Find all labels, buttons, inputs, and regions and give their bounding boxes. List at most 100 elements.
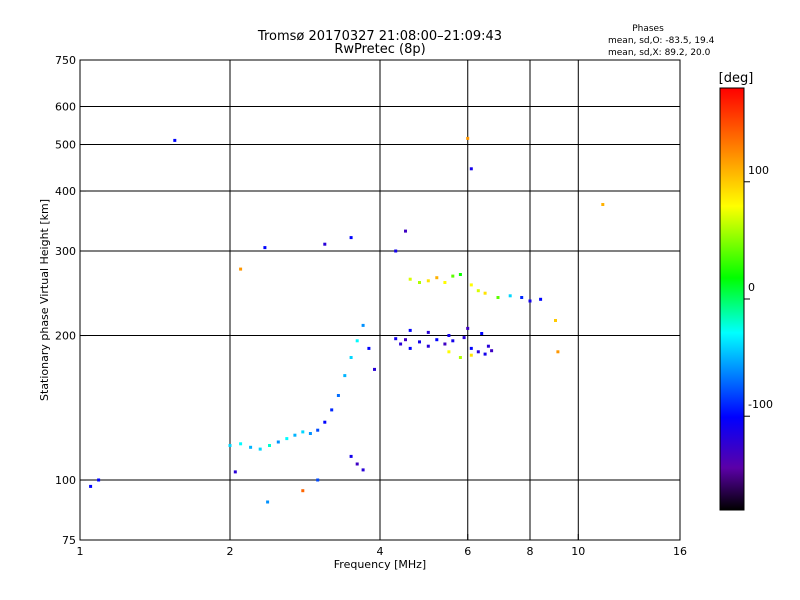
echo-point [466, 136, 470, 140]
y-tick-label: 750 [55, 54, 76, 67]
y-tick-label: 500 [55, 139, 76, 152]
echo-point [361, 323, 365, 327]
echo-point [469, 167, 473, 171]
x-tick-label: 4 [377, 545, 384, 558]
echo-point [361, 468, 365, 472]
echo-point [447, 334, 451, 337]
y-tick-label: 600 [55, 101, 76, 114]
echo-point [469, 346, 473, 350]
echo-point [266, 500, 270, 504]
points-layer [89, 136, 605, 504]
echo-point [239, 442, 243, 446]
echo-point [539, 297, 543, 301]
echo-point [323, 420, 327, 424]
echo-point [276, 440, 280, 444]
x-tick-label: 10 [571, 545, 585, 558]
colorbar-tick-label: 0 [748, 281, 755, 294]
echo-point [394, 249, 398, 253]
ticks-layer: 1 2 4 6 8 10 16 75 100 200 300 400 500 600 750 [55, 54, 687, 558]
echo-point [508, 294, 512, 298]
echo-point [601, 203, 605, 206]
echo-point [97, 478, 101, 482]
echo-point [399, 342, 403, 346]
echo-point [443, 281, 447, 284]
echo-point [394, 337, 398, 341]
echo-point [373, 367, 376, 371]
echo-point [476, 350, 480, 354]
echo-point [308, 432, 312, 435]
echo-point [355, 462, 359, 466]
echo-point [349, 236, 353, 240]
echo-point [435, 276, 439, 280]
echo-point [408, 277, 412, 281]
echo-point [443, 342, 447, 346]
echo-point [330, 408, 334, 412]
y-tick-label: 200 [55, 330, 76, 343]
echo-point [520, 296, 524, 299]
x-axis-label: Frequency [MHz] [334, 558, 426, 571]
stats-heading: Phases [632, 24, 664, 34]
echo-point [239, 267, 243, 271]
y-tick-label: 100 [55, 474, 76, 487]
grid-layer [80, 60, 680, 540]
echo-point [249, 445, 253, 449]
echo-point [528, 299, 532, 303]
chart-title: Tromsø 20170327 21:08:00–21:09:43 [257, 29, 502, 44]
echo-point [263, 246, 267, 250]
echo-point [367, 346, 371, 350]
colorbar-ticks: 100 0 -100 [744, 164, 773, 417]
echo-point [435, 338, 439, 342]
x-tick-label: 16 [673, 545, 687, 558]
echo-point [343, 374, 347, 378]
echo-point [483, 352, 487, 356]
chart-subtitle: RwPretec (8p) [334, 42, 425, 57]
echo-point [355, 339, 359, 343]
x-tick-label: 1 [77, 545, 84, 558]
echo-point [258, 447, 262, 451]
echo-point [466, 326, 470, 330]
stats-line-x: mean, sd,X: 89.2, 20.0 [608, 48, 711, 58]
echo-point [458, 273, 462, 276]
echo-point [408, 328, 412, 332]
x-tick-label: 2 [227, 545, 234, 558]
echo-point [426, 279, 430, 283]
y-tick-label: 300 [55, 245, 76, 258]
echo-point [426, 330, 430, 334]
echo-point [301, 489, 305, 493]
echo-point [469, 353, 473, 357]
echo-point [462, 336, 466, 340]
echo-point [451, 274, 455, 278]
echo-point [228, 444, 232, 447]
echo-point [418, 340, 421, 344]
echo-point [486, 344, 490, 348]
echo-point [349, 454, 353, 458]
echo-point [426, 344, 430, 348]
echo-point [496, 296, 500, 299]
echo-point [490, 349, 494, 353]
echo-point [89, 484, 93, 488]
echo-point [556, 350, 560, 354]
y-axis-label: Stationary phase Virtual Height [km] [38, 199, 51, 401]
echo-point [336, 394, 340, 397]
echo-point [418, 281, 421, 284]
echo-point [173, 138, 177, 142]
echo-point [554, 319, 557, 322]
x-tick-label: 6 [464, 545, 471, 558]
echo-point [476, 289, 480, 293]
echo-point [404, 338, 407, 342]
echo-point [483, 291, 487, 295]
colorbar-label: [deg] [719, 71, 754, 86]
echo-point [316, 428, 320, 432]
echo-point [447, 350, 451, 354]
echo-point [323, 242, 327, 246]
echo-point [451, 339, 455, 343]
echo-point [469, 283, 473, 287]
colorbar [719, 87, 745, 511]
echo-point [233, 470, 237, 474]
echo-point [268, 444, 271, 447]
y-tick-label: 75 [62, 534, 76, 547]
y-tick-label: 400 [55, 185, 76, 198]
echo-point [285, 437, 289, 441]
echo-point [458, 356, 462, 359]
